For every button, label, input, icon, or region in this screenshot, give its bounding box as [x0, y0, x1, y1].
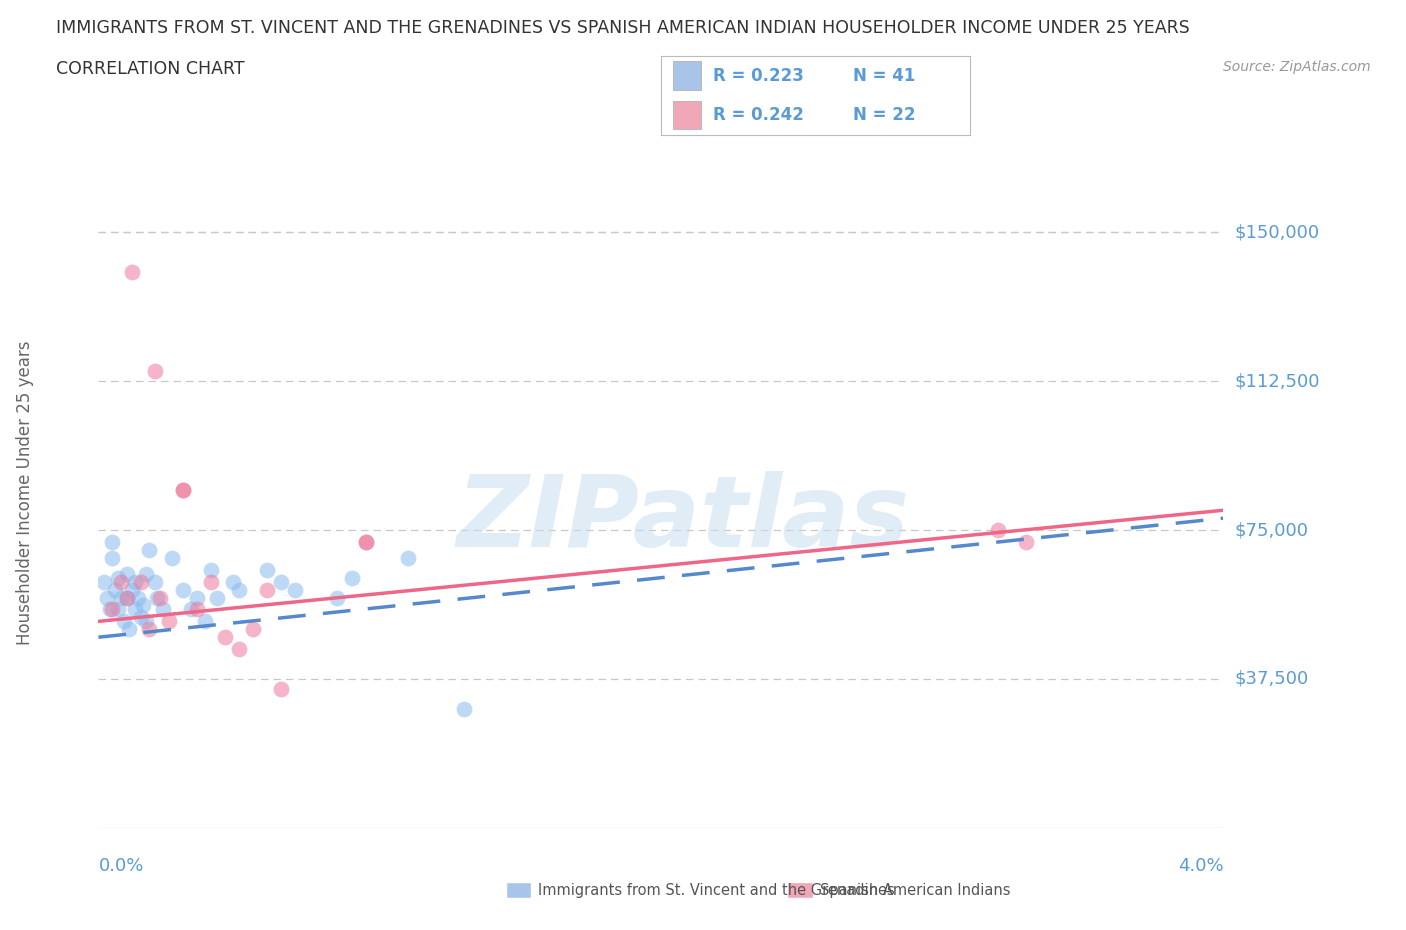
- Point: [149, 591, 172, 605]
- Point: [256, 582, 278, 597]
- Point: [98, 602, 121, 617]
- Point: [121, 582, 143, 597]
- Point: [129, 610, 152, 625]
- Point: [396, 551, 419, 565]
- Point: [146, 591, 169, 605]
- Point: [138, 542, 160, 557]
- Text: $75,000: $75,000: [1234, 521, 1309, 539]
- Point: [284, 582, 307, 597]
- Text: 0.0%: 0.0%: [98, 857, 143, 875]
- Point: [222, 574, 245, 589]
- Point: [101, 535, 124, 550]
- Point: [115, 591, 138, 605]
- Point: [135, 614, 157, 629]
- Point: [112, 614, 135, 629]
- Point: [340, 570, 363, 585]
- Point: [121, 265, 143, 280]
- Text: N = 22: N = 22: [852, 106, 915, 124]
- Text: Householder Income Under 25 years: Householder Income Under 25 years: [17, 340, 34, 645]
- Point: [205, 591, 228, 605]
- Text: CORRELATION CHART: CORRELATION CHART: [56, 60, 245, 78]
- Point: [143, 364, 166, 379]
- Point: [200, 563, 222, 578]
- Point: [172, 582, 194, 597]
- Point: [127, 591, 149, 605]
- Point: [118, 622, 141, 637]
- Point: [326, 591, 349, 605]
- Point: [186, 591, 208, 605]
- Point: [152, 602, 174, 617]
- Point: [228, 642, 250, 657]
- Text: $150,000: $150,000: [1234, 223, 1320, 242]
- Point: [270, 682, 292, 697]
- Point: [107, 570, 129, 585]
- Point: [96, 591, 118, 605]
- Text: $37,500: $37,500: [1234, 670, 1309, 688]
- Point: [172, 483, 194, 498]
- Point: [194, 614, 217, 629]
- Point: [186, 602, 208, 617]
- Point: [172, 483, 194, 498]
- Point: [256, 563, 278, 578]
- Point: [93, 574, 115, 589]
- Text: R = 0.223: R = 0.223: [713, 67, 804, 85]
- Point: [214, 630, 236, 644]
- Point: [107, 602, 129, 617]
- Point: [135, 566, 157, 581]
- Text: Immigrants from St. Vincent and the Grenadines: Immigrants from St. Vincent and the Gren…: [538, 883, 896, 897]
- Point: [129, 574, 152, 589]
- Point: [101, 602, 124, 617]
- Point: [115, 566, 138, 581]
- Point: [138, 622, 160, 637]
- Point: [228, 582, 250, 597]
- Point: [124, 574, 146, 589]
- Point: [124, 602, 146, 617]
- Text: IMMIGRANTS FROM ST. VINCENT AND THE GRENADINES VS SPANISH AMERICAN INDIAN HOUSEH: IMMIGRANTS FROM ST. VINCENT AND THE GREN…: [56, 19, 1189, 36]
- Bar: [673, 100, 702, 129]
- Point: [453, 701, 475, 716]
- Bar: [673, 61, 702, 90]
- Point: [115, 591, 138, 605]
- Text: 4.0%: 4.0%: [1178, 857, 1223, 875]
- Text: R = 0.242: R = 0.242: [713, 106, 804, 124]
- Text: N = 41: N = 41: [852, 67, 915, 85]
- Point: [160, 551, 183, 565]
- Point: [200, 574, 222, 589]
- Point: [987, 523, 1010, 538]
- Text: Spanish American Indians: Spanish American Indians: [820, 883, 1010, 897]
- Point: [180, 602, 202, 617]
- Text: $112,500: $112,500: [1234, 372, 1320, 391]
- Point: [143, 574, 166, 589]
- Text: ZIPatlas: ZIPatlas: [457, 472, 910, 568]
- Text: Source: ZipAtlas.com: Source: ZipAtlas.com: [1223, 60, 1371, 74]
- Point: [132, 598, 155, 613]
- Point: [270, 574, 292, 589]
- Point: [242, 622, 264, 637]
- Point: [104, 582, 127, 597]
- Point: [101, 551, 124, 565]
- Point: [110, 574, 132, 589]
- Point: [354, 535, 377, 550]
- Point: [157, 614, 180, 629]
- Point: [110, 591, 132, 605]
- Point: [354, 535, 377, 550]
- Point: [1015, 535, 1038, 550]
